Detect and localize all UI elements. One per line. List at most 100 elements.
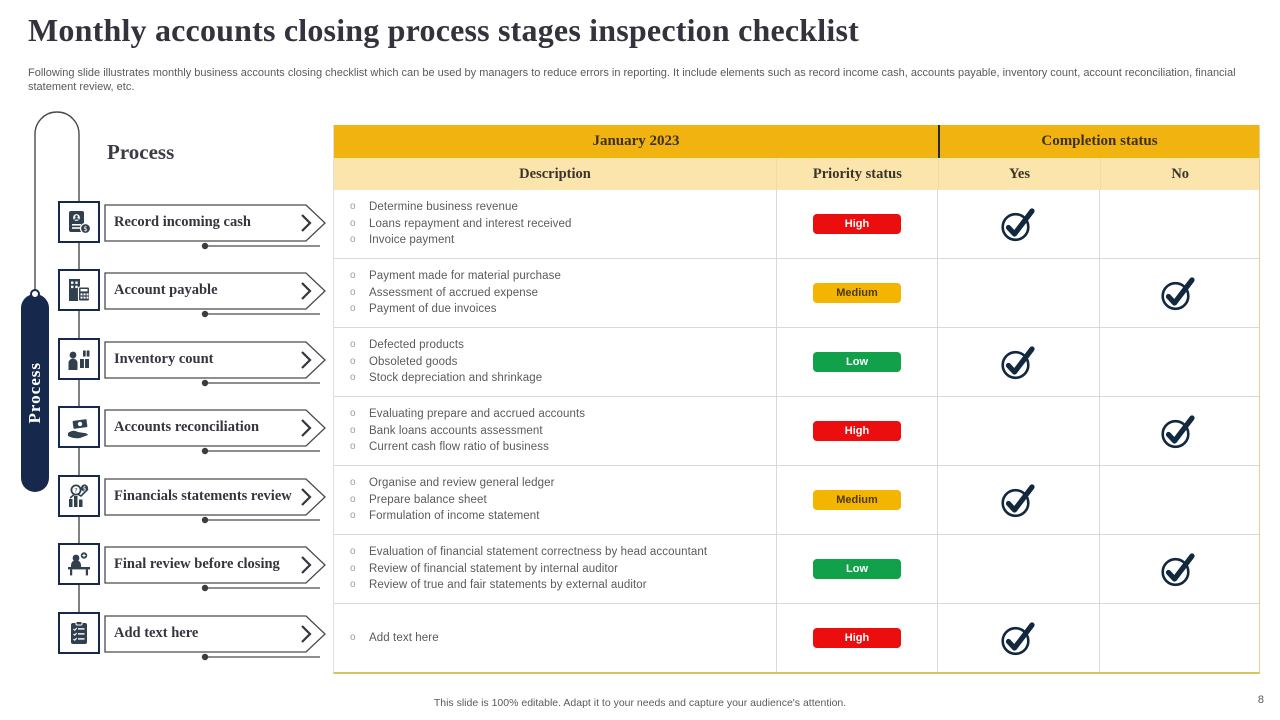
description-cell: Evaluation of financial statement correc…	[334, 535, 777, 603]
yes-cell	[938, 190, 1100, 258]
yes-cell	[938, 604, 1100, 672]
priority-cell: Medium	[777, 259, 938, 327]
bullet-item: Review of true and fair statements by ex…	[348, 577, 707, 594]
hand-cash-icon	[68, 419, 88, 439]
priority-header: Priority status	[776, 158, 938, 190]
process-item: Add text here	[58, 612, 333, 661]
bullet-item: Loans repayment and interest received	[348, 216, 572, 233]
checklist-clipboard-icon	[71, 621, 87, 644]
no-cell	[1100, 397, 1258, 465]
table-row: Defected products Obsoleted goods Stock …	[334, 328, 1259, 397]
icon-box: $	[58, 201, 100, 243]
page-title: Monthly accounts closing process stages …	[28, 12, 859, 48]
priority-badge: High	[813, 628, 901, 648]
yes-cell	[938, 535, 1100, 603]
description-cell: Evaluating prepare and accrued accounts …	[334, 397, 777, 465]
svg-text:?: ?	[74, 487, 77, 495]
bullet-item: Prepare balance sheet	[348, 492, 555, 509]
table-row: Add text here High	[334, 604, 1259, 672]
process-pill-dot	[30, 289, 40, 299]
bullet-item: Current cash flow ratio of business	[348, 439, 585, 456]
process-item-label: Record incoming cash	[114, 214, 251, 230]
building-calculator-icon	[69, 279, 91, 302]
bullet-item: Add text here	[348, 630, 439, 647]
yes-cell	[938, 328, 1100, 396]
no-cell	[1100, 259, 1258, 327]
bullet-item: Assessment of accrued expense	[348, 285, 561, 302]
priority-cell: High	[777, 604, 938, 672]
bullet-item: Evaluating prepare and accrued accounts	[348, 406, 585, 423]
process-item: ? $ Financials statements review	[58, 475, 333, 524]
no-header: No	[1100, 158, 1259, 190]
process-item: Account payable	[58, 269, 333, 318]
icon-box: ? $	[58, 475, 100, 517]
process-item: Final review before closing	[58, 543, 333, 592]
process-arrow-banner	[104, 478, 326, 524]
yes-cell	[938, 397, 1100, 465]
priority-cell: High	[777, 190, 938, 258]
no-cell	[1100, 328, 1258, 396]
bullet-item: Payment made for material purchase	[348, 268, 561, 285]
no-cell	[1100, 190, 1258, 258]
process-item: $ Record incoming cash	[58, 201, 333, 250]
bullet-item: Review of financial statement by interna…	[348, 561, 707, 578]
bullet-item: Formulation of income statement	[348, 508, 555, 525]
magnifier-chart-icon: ? $	[69, 484, 89, 507]
process-side-pill: Process	[21, 294, 49, 492]
icon-box	[58, 543, 100, 585]
bullet-item: Determine business revenue	[348, 199, 572, 216]
process-arrow-banner	[104, 546, 326, 592]
process-arrow-banner	[104, 341, 326, 387]
description-cell: Defected products Obsoleted goods Stock …	[334, 328, 777, 396]
bullet-item: Stock depreciation and shrinkage	[348, 370, 542, 387]
priority-badge: Low	[813, 559, 901, 579]
table-row: Evaluation of financial statement correc…	[334, 535, 1259, 604]
process-side-label: Process	[25, 362, 44, 424]
bullet-item: Defected products	[348, 337, 542, 354]
process-item-label: Add text here	[114, 625, 199, 641]
check-mark-icon	[1161, 415, 1195, 449]
bullet-item: Bank loans accounts assessment	[348, 423, 585, 440]
table-header-top: January 2023 Completion status	[334, 125, 1259, 158]
icon-box	[58, 269, 100, 311]
bullet-item: Payment of due invoices	[348, 301, 561, 318]
bullet-item: Evaluation of financial statement correc…	[348, 544, 707, 561]
priority-badge: High	[813, 214, 901, 234]
process-item-label: Final review before closing	[114, 556, 280, 572]
yes-cell	[938, 466, 1100, 534]
priority-badge: Low	[813, 352, 901, 372]
icon-box	[58, 338, 100, 380]
priority-cell: Low	[777, 328, 938, 396]
process-item-label: Accounts reconciliation	[114, 419, 260, 435]
yes-cell	[938, 259, 1100, 327]
bullet-item: Organise and review general ledger	[348, 475, 555, 492]
check-mark-icon	[1000, 622, 1035, 656]
table-row: Organise and review general ledger Prepa…	[334, 466, 1259, 535]
inventory-boxes-icon	[68, 349, 91, 370]
yes-header: Yes	[937, 158, 1101, 190]
description-cell: Organise and review general ledger Prepa…	[334, 466, 777, 534]
process-item-label: Inventory count	[114, 351, 214, 367]
checklist-table: January 2023 Completion status Descripti…	[333, 125, 1260, 674]
description-cell: Payment made for material purchase Asses…	[334, 259, 777, 327]
table-row: Payment made for material purchase Asses…	[334, 259, 1259, 328]
process-heading: Process	[107, 140, 175, 164]
check-mark-icon	[1161, 553, 1195, 587]
priority-cell: High	[777, 397, 938, 465]
reviewer-desk-icon	[68, 552, 90, 576]
process-arrow-banner	[104, 204, 326, 250]
description-header: Description	[519, 165, 591, 182]
no-cell	[1100, 466, 1258, 534]
table-row: Evaluating prepare and accrued accounts …	[334, 397, 1259, 466]
process-arrow-banner	[104, 409, 326, 455]
svg-text:$: $	[83, 485, 87, 492]
check-mark-icon	[1000, 208, 1035, 242]
cash-record-icon: $	[69, 211, 92, 235]
priority-badge: Medium	[813, 490, 901, 510]
process-item-label: Account payable	[114, 282, 218, 298]
svg-text:$: $	[83, 225, 87, 233]
process-loop-line	[34, 111, 80, 634]
process-item-label: Financials statements review	[114, 488, 292, 504]
description-cell: Add text here	[334, 604, 777, 672]
